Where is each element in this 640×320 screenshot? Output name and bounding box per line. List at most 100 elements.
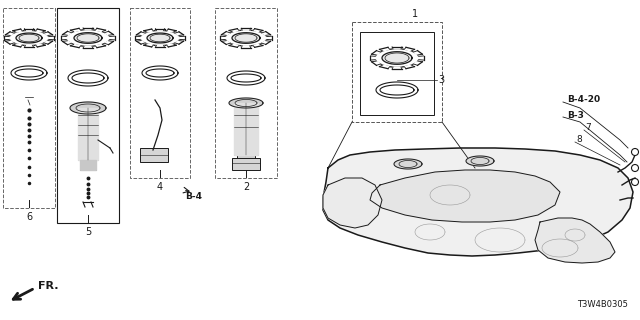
Polygon shape <box>109 36 115 40</box>
Polygon shape <box>70 44 81 48</box>
Text: FR.: FR. <box>38 281 58 291</box>
Bar <box>360 32 434 115</box>
Polygon shape <box>372 61 380 65</box>
Polygon shape <box>262 41 271 44</box>
Bar <box>3 8 55 208</box>
Text: T3W4B0305: T3W4B0305 <box>577 300 628 309</box>
Polygon shape <box>105 41 113 45</box>
Text: 1: 1 <box>412 9 418 19</box>
Text: B-4: B-4 <box>185 192 202 201</box>
Polygon shape <box>241 28 251 30</box>
Polygon shape <box>135 36 140 40</box>
Polygon shape <box>175 41 184 44</box>
Polygon shape <box>136 32 145 36</box>
Polygon shape <box>24 45 33 47</box>
Polygon shape <box>220 36 225 40</box>
Polygon shape <box>413 51 422 55</box>
Text: B-4-20: B-4-20 <box>567 95 600 105</box>
Text: 4: 4 <box>157 182 163 192</box>
Bar <box>352 22 442 122</box>
Polygon shape <box>253 44 263 47</box>
Polygon shape <box>262 32 271 35</box>
Circle shape <box>632 148 639 156</box>
Polygon shape <box>156 45 164 47</box>
Polygon shape <box>74 33 102 43</box>
Bar <box>80 160 96 170</box>
Bar <box>215 8 277 178</box>
Polygon shape <box>61 36 67 40</box>
Polygon shape <box>229 98 263 108</box>
Polygon shape <box>392 67 402 69</box>
Text: 2: 2 <box>243 182 249 192</box>
Bar <box>78 108 98 160</box>
Polygon shape <box>13 44 22 47</box>
Polygon shape <box>5 32 14 36</box>
Polygon shape <box>72 73 104 83</box>
Polygon shape <box>80 160 96 170</box>
Polygon shape <box>166 44 176 47</box>
Polygon shape <box>78 108 98 160</box>
Text: 6: 6 <box>26 212 32 222</box>
Polygon shape <box>36 29 45 32</box>
Polygon shape <box>535 218 615 263</box>
Polygon shape <box>241 46 251 48</box>
Polygon shape <box>63 31 71 35</box>
Polygon shape <box>234 103 258 155</box>
Text: 8: 8 <box>576 135 582 145</box>
Polygon shape <box>44 32 52 36</box>
Polygon shape <box>413 61 422 65</box>
Polygon shape <box>24 28 33 30</box>
Bar <box>130 8 190 178</box>
Polygon shape <box>466 156 494 166</box>
Polygon shape <box>16 33 42 43</box>
Polygon shape <box>63 41 71 45</box>
Polygon shape <box>382 52 412 64</box>
Text: B-3: B-3 <box>567 110 584 119</box>
Polygon shape <box>136 41 145 44</box>
Polygon shape <box>231 74 261 82</box>
Text: 3: 3 <box>438 75 444 85</box>
Polygon shape <box>49 36 54 40</box>
Polygon shape <box>5 41 14 44</box>
Polygon shape <box>180 36 185 40</box>
Polygon shape <box>15 69 43 77</box>
Polygon shape <box>156 28 164 30</box>
Polygon shape <box>370 170 560 222</box>
Polygon shape <box>229 44 239 47</box>
Polygon shape <box>147 33 173 43</box>
Circle shape <box>632 179 639 186</box>
Polygon shape <box>380 85 414 95</box>
Polygon shape <box>83 46 93 48</box>
Bar <box>237 155 255 165</box>
Polygon shape <box>221 32 230 35</box>
Polygon shape <box>370 56 376 60</box>
Polygon shape <box>144 44 154 47</box>
Polygon shape <box>372 51 380 55</box>
Polygon shape <box>4 36 10 40</box>
Polygon shape <box>83 28 93 30</box>
Polygon shape <box>394 159 422 169</box>
Polygon shape <box>267 36 272 40</box>
Polygon shape <box>323 178 382 228</box>
Polygon shape <box>404 65 415 69</box>
Bar <box>234 103 258 155</box>
Polygon shape <box>44 41 52 44</box>
Polygon shape <box>175 32 184 36</box>
Polygon shape <box>404 47 415 51</box>
Polygon shape <box>392 47 402 49</box>
Polygon shape <box>95 28 106 32</box>
Polygon shape <box>166 29 176 32</box>
Polygon shape <box>221 41 230 44</box>
Polygon shape <box>13 29 22 32</box>
Polygon shape <box>229 29 239 32</box>
Text: 5: 5 <box>85 227 91 237</box>
Polygon shape <box>323 148 633 256</box>
Text: 7: 7 <box>585 124 591 132</box>
Polygon shape <box>70 102 106 114</box>
Circle shape <box>632 164 639 172</box>
Polygon shape <box>380 65 390 69</box>
Polygon shape <box>380 47 390 51</box>
Polygon shape <box>419 56 424 60</box>
Polygon shape <box>70 28 81 32</box>
Polygon shape <box>105 31 113 35</box>
